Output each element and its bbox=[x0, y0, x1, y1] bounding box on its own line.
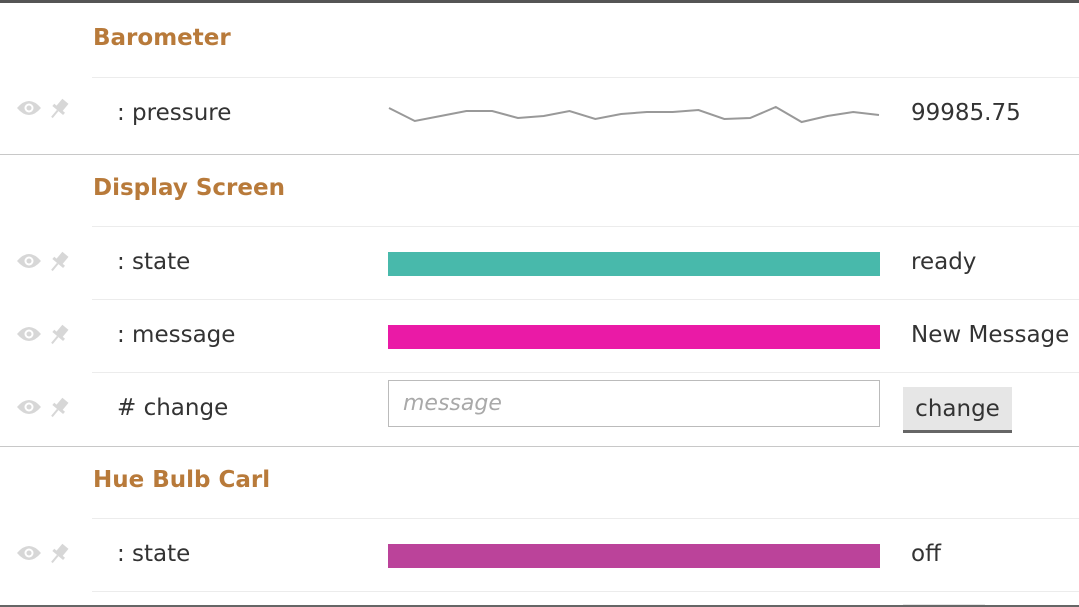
row-actions bbox=[16, 395, 76, 426]
row-divider bbox=[92, 77, 1079, 78]
property-label-message: : message bbox=[117, 322, 236, 348]
eye-icon[interactable] bbox=[16, 398, 42, 420]
eye-icon[interactable] bbox=[16, 544, 42, 566]
section-title-hue-bulb-carl: Hue Bulb Carl bbox=[93, 467, 271, 493]
row-divider bbox=[92, 226, 1079, 227]
bulb-state-color-bar bbox=[388, 544, 880, 568]
pin-icon[interactable] bbox=[46, 96, 72, 126]
message-color-bar bbox=[388, 325, 880, 349]
property-label-state: : state bbox=[117, 541, 191, 567]
change-button[interactable]: change bbox=[903, 387, 1012, 433]
property-value-pressure: 99985.75 bbox=[911, 100, 1021, 126]
eye-icon[interactable] bbox=[16, 252, 42, 274]
message-input[interactable] bbox=[388, 380, 880, 427]
row-actions bbox=[16, 541, 76, 572]
pressure-sparkline bbox=[388, 105, 880, 124]
row-divider bbox=[92, 518, 1079, 519]
pin-icon[interactable] bbox=[46, 541, 72, 571]
pin-icon[interactable] bbox=[46, 249, 72, 279]
action-label-change: # change bbox=[117, 395, 229, 421]
section-title-barometer: Barometer bbox=[93, 25, 231, 51]
property-value-bulb-state: off bbox=[911, 541, 941, 567]
property-label-state: : state bbox=[117, 249, 191, 275]
property-value-message: New Message bbox=[911, 322, 1070, 348]
section-divider bbox=[0, 446, 1079, 447]
row-actions bbox=[16, 96, 76, 127]
section-divider bbox=[0, 154, 1079, 155]
section-title-display-screen: Display Screen bbox=[93, 175, 285, 201]
property-label-pressure: : pressure bbox=[117, 100, 232, 126]
row-divider bbox=[92, 299, 1079, 300]
state-color-bar bbox=[388, 252, 880, 276]
panel-bottom-edge bbox=[0, 605, 1079, 607]
row-actions bbox=[16, 322, 76, 353]
row-divider bbox=[92, 372, 1079, 373]
eye-icon[interactable] bbox=[16, 325, 42, 347]
row-actions bbox=[16, 249, 76, 280]
row-divider bbox=[92, 591, 1079, 592]
eye-icon[interactable] bbox=[16, 99, 42, 121]
pin-icon[interactable] bbox=[46, 322, 72, 352]
pin-icon[interactable] bbox=[46, 395, 72, 425]
property-value-state: ready bbox=[911, 249, 977, 275]
